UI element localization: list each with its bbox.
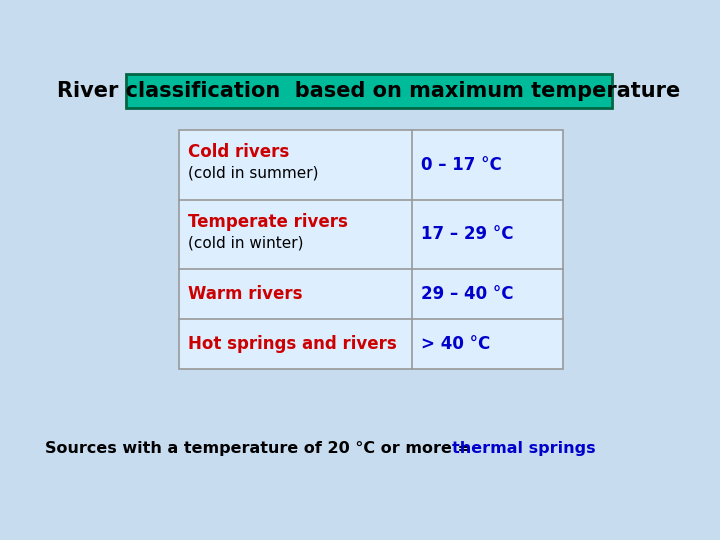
Text: 0 – 17 °C: 0 – 17 °C: [421, 156, 502, 174]
Text: Sources with a temperature of 20 °C or more =: Sources with a temperature of 20 °C or m…: [45, 441, 477, 456]
Bar: [127, 74, 611, 108]
Text: Hot springs and rivers: Hot springs and rivers: [189, 335, 397, 353]
Text: (cold in winter): (cold in winter): [189, 235, 304, 250]
Text: 29 – 40 °C: 29 – 40 °C: [421, 285, 513, 303]
Text: (cold in summer): (cold in summer): [189, 166, 319, 181]
Text: 17 – 29 °C: 17 – 29 °C: [421, 225, 513, 243]
Text: River classification  based on maximum temperature: River classification based on maximum te…: [58, 81, 680, 101]
Bar: [179, 130, 563, 369]
Text: Warm rivers: Warm rivers: [189, 285, 303, 303]
Text: > 40 °C: > 40 °C: [421, 335, 490, 353]
Text: Temperate rivers: Temperate rivers: [189, 213, 348, 231]
Text: Cold rivers: Cold rivers: [189, 144, 289, 161]
Text: thermal springs: thermal springs: [452, 441, 595, 456]
